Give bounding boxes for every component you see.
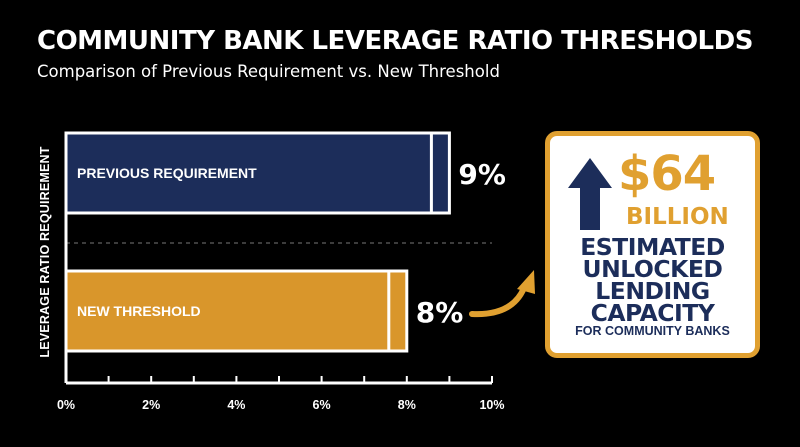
value-label-previous-requirement: 9% bbox=[458, 158, 506, 191]
x-tick-label: 6% bbox=[313, 398, 331, 412]
bar-new-threshold bbox=[64, 269, 409, 353]
x-tick-label: 4% bbox=[227, 398, 245, 412]
bar-group: PREVIOUS REQUIREMENT 9% NEW THRESHOLD 8% bbox=[64, 131, 506, 353]
bar-label-previous-requirement: PREVIOUS REQUIREMENT bbox=[77, 165, 257, 181]
curved-arrow-icon bbox=[469, 270, 535, 318]
x-tick-label: 0% bbox=[57, 398, 75, 412]
bar-previous-requirement bbox=[64, 131, 451, 215]
chart-subtitle: Comparison of Previous Requirement vs. N… bbox=[37, 62, 500, 81]
up-arrow-icon bbox=[568, 158, 612, 230]
x-tick-label: 8% bbox=[398, 398, 416, 412]
callout-box: $64 BILLION ESTIMATED UNLOCKED LENDING C… bbox=[545, 131, 760, 358]
bar-label-new-threshold: NEW THRESHOLD bbox=[77, 303, 201, 319]
x-tick-label: 2% bbox=[142, 398, 160, 412]
callout-unit: BILLION bbox=[626, 204, 729, 230]
callout-line-2: UNLOCKED bbox=[582, 255, 723, 283]
callout-subtext: FOR COMMUNITY BANKS bbox=[575, 324, 730, 338]
x-tick-group: 0% 2% 4% 6% 8% 10% bbox=[57, 376, 505, 412]
chart-title: COMMUNITY BANK LEVERAGE RATIO THRESHOLDS bbox=[37, 26, 753, 56]
value-label-new-threshold: 8% bbox=[416, 296, 464, 329]
x-tick-label: 10% bbox=[479, 398, 504, 412]
callout-line-3: LENDING bbox=[595, 277, 710, 305]
callout-amount: $64 bbox=[618, 146, 716, 202]
callout-line-1: ESTIMATED bbox=[580, 233, 725, 261]
callout-line-4: CAPACITY bbox=[590, 299, 715, 327]
